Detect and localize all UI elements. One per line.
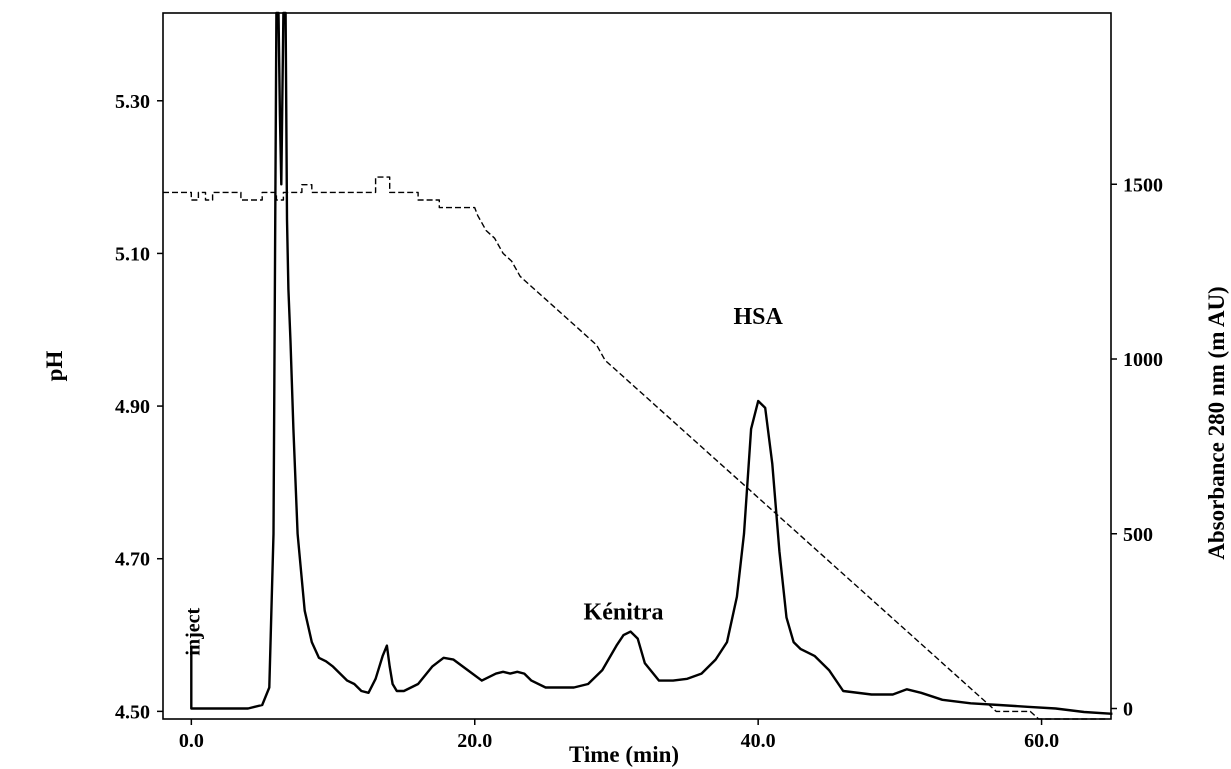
x-tick-label: 0.0 xyxy=(179,730,204,752)
x-tick-label: 40.0 xyxy=(741,730,776,752)
y-left-tick-label: 4.70 xyxy=(115,549,150,571)
plot-frame xyxy=(162,12,1112,720)
y-right-tick-label: 500 xyxy=(1123,524,1153,546)
y-right-tick-label: 1000 xyxy=(1123,349,1163,371)
y-right-axis-title: Absorbance 280 nm (m AU) xyxy=(1204,286,1229,559)
y-left-tick-label: 4.90 xyxy=(115,396,150,418)
axis-ticks: 0.0 20.0 40.0 60.0 4.50 4.70 4.90 5.10 5.30 0 500 1… xyxy=(115,91,1163,752)
ph-gradient-line xyxy=(163,176,1106,720)
x-tick-label: 20.0 xyxy=(457,730,492,752)
y-right-tick-label: 1500 xyxy=(1123,174,1163,196)
kenitra-peak-label: Kénitra xyxy=(584,599,664,625)
x-tick-label: 60.0 xyxy=(1024,730,1059,752)
annotations: inject Kénitra HSA xyxy=(182,304,783,656)
y-right-tick-label: 0 xyxy=(1123,699,1133,721)
x-axis-title: Time (min) xyxy=(569,742,679,767)
y-left-tick-label: 5.30 xyxy=(115,91,150,113)
y-left-tick-label: 4.50 xyxy=(115,701,150,723)
hsa-peak-label: HSA xyxy=(733,304,783,330)
y-left-axis-title: pH xyxy=(42,351,67,382)
y-left-tick-label: 5.10 xyxy=(115,243,150,265)
absorbance-line xyxy=(190,11,1113,715)
inject-label: inject xyxy=(182,608,204,656)
series-layer xyxy=(163,11,1113,720)
